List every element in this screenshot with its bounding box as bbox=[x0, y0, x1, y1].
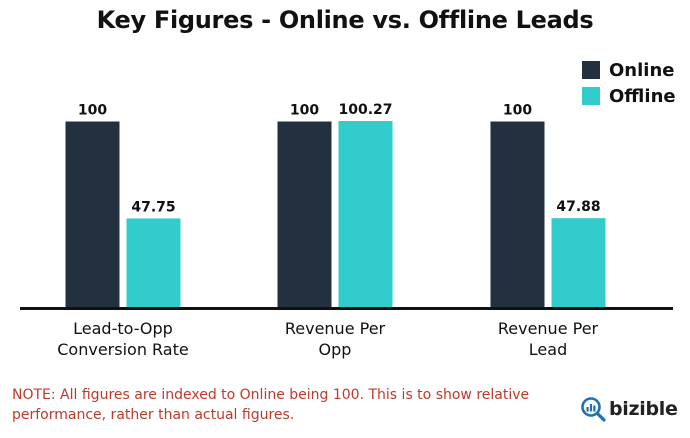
category-label-line: Opp bbox=[318, 340, 352, 359]
brand-logo: bizible bbox=[580, 396, 678, 422]
category-label-line: Lead-to-Opp bbox=[73, 319, 173, 338]
legend-item-online: Online bbox=[582, 57, 676, 83]
category-label-revenue-per-opp: Revenue Per Opp bbox=[235, 318, 435, 360]
bar-online-revenue-per-opp bbox=[277, 121, 332, 307]
value-label-offline-revenue-per-opp: 100.27 bbox=[338, 102, 392, 118]
legend-swatch-offline bbox=[582, 87, 600, 105]
legend: Online Offline bbox=[582, 57, 676, 109]
value-label-online-lead-to-opp: 100 bbox=[78, 103, 107, 119]
category-label-lead-to-opp: Lead-to-Opp Conversion Rate bbox=[23, 318, 223, 360]
bar-offline-revenue-per-opp bbox=[338, 121, 393, 307]
bar-offline-lead-to-opp bbox=[126, 218, 181, 307]
chart-title: Key Figures - Online vs. Offline Leads bbox=[96, 6, 594, 34]
legend-label-online: Online bbox=[609, 59, 675, 81]
category-label-line: Conversion Rate bbox=[57, 340, 189, 359]
value-label-online-revenue-per-opp: 100 bbox=[290, 103, 319, 119]
x-axis-baseline bbox=[20, 307, 673, 310]
footnote: NOTE: All figures are indexed to Online … bbox=[12, 387, 530, 423]
value-label-offline-revenue-per-lead: 47.88 bbox=[556, 199, 600, 215]
category-label-line: Lead bbox=[528, 340, 568, 359]
brand-name: bizible bbox=[609, 398, 678, 420]
legend-item-offline: Offline bbox=[582, 83, 676, 109]
bar-online-lead-to-opp bbox=[65, 121, 120, 307]
legend-swatch-online bbox=[582, 61, 600, 79]
bar-offline-revenue-per-lead bbox=[551, 218, 606, 307]
category-label-line: Revenue Per bbox=[497, 319, 599, 338]
value-label-online-revenue-per-lead: 100 bbox=[503, 103, 532, 119]
category-label-line: Revenue Per bbox=[284, 319, 386, 338]
legend-label-offline: Offline bbox=[609, 85, 676, 107]
value-label-offline-lead-to-opp: 47.75 bbox=[131, 199, 175, 215]
magnifier-chart-icon bbox=[581, 397, 606, 422]
category-label-revenue-per-lead: Revenue Per Lead bbox=[448, 318, 648, 360]
bar-online-revenue-per-lead bbox=[490, 121, 545, 307]
